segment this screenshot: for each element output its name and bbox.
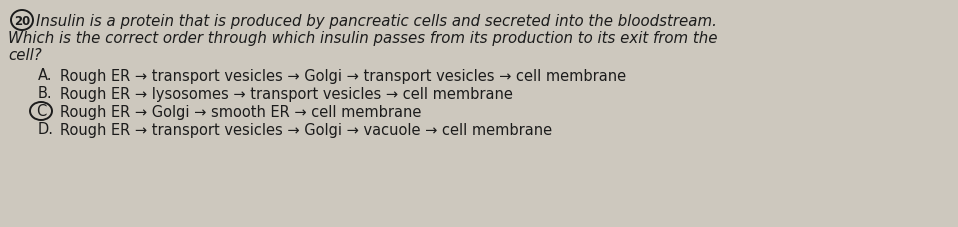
Text: D.: D.: [38, 122, 54, 137]
Text: C: C: [35, 104, 46, 119]
Text: Rough ER → transport vesicles → Golgi → vacuole → cell membrane: Rough ER → transport vesicles → Golgi → …: [60, 122, 552, 137]
Text: cell?: cell?: [8, 48, 42, 63]
Text: B.: B.: [38, 86, 53, 101]
Text: A.: A.: [38, 68, 53, 83]
Text: 20: 20: [13, 15, 30, 27]
Text: Insulin is a protein that is produced by pancreatic cells and secreted into the : Insulin is a protein that is produced by…: [36, 13, 717, 28]
Text: Rough ER → transport vesicles → Golgi → transport vesicles → cell membrane: Rough ER → transport vesicles → Golgi → …: [60, 68, 627, 83]
Text: Rough ER → lysosomes → transport vesicles → cell membrane: Rough ER → lysosomes → transport vesicle…: [60, 86, 513, 101]
Text: Rough ER → Golgi → smooth ER → cell membrane: Rough ER → Golgi → smooth ER → cell memb…: [60, 104, 422, 119]
Text: Which is the correct order through which insulin passes from its production to i: Which is the correct order through which…: [8, 31, 718, 46]
